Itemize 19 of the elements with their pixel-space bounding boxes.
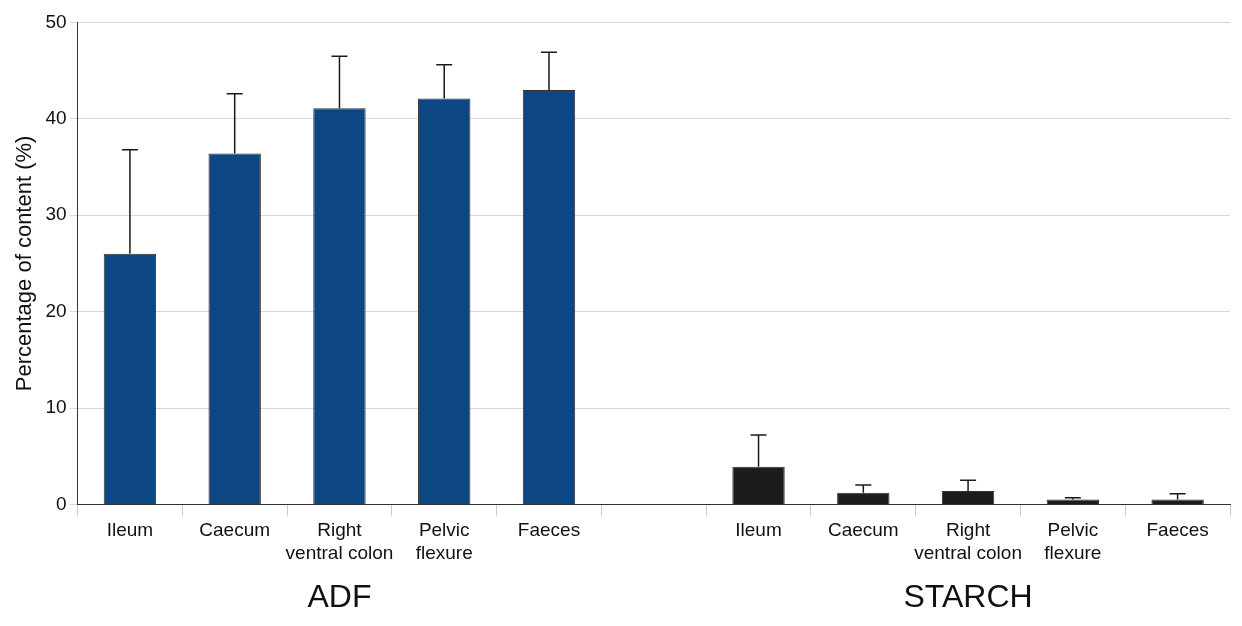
x-tick-label: Caecum xyxy=(827,519,899,541)
x-tick-label: Right ventral colon xyxy=(285,519,394,563)
x-tick-label: Pelvic flexure xyxy=(415,519,473,563)
y-tick-label: 50 xyxy=(45,10,67,32)
x-tick-label: Faeces xyxy=(517,519,581,541)
x-tick-label: Right ventral colon xyxy=(914,519,1022,563)
y-tick-label: 40 xyxy=(45,107,67,129)
x-tick-label: Ileum xyxy=(735,519,782,541)
y-tick-label: 30 xyxy=(45,203,67,225)
y-tick-label: 0 xyxy=(55,492,67,514)
x-tick-label: Pelvic flexure xyxy=(1044,519,1102,563)
x-tick-label: Ileum xyxy=(106,519,154,541)
x-tick-label: Caecum xyxy=(199,519,271,541)
y-axis-title: Percentage of content (%) xyxy=(11,135,37,392)
text: STARCH xyxy=(903,577,1033,614)
x-tick-label: Faeces xyxy=(1146,519,1209,541)
y-tick-label: 10 xyxy=(45,396,67,418)
text: ADF xyxy=(307,577,372,614)
y-tick-label: 20 xyxy=(45,299,67,321)
